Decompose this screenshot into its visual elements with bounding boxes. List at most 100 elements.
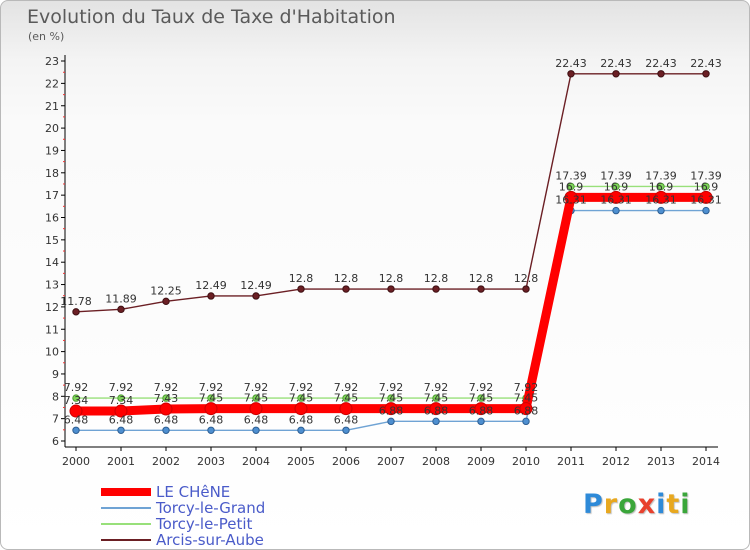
data-label-le-ch-ne: 7.45 bbox=[469, 392, 494, 405]
data-point-torcy-le-grand bbox=[162, 426, 170, 434]
data-label-arcis-sur-aube: 12.8 bbox=[289, 272, 314, 285]
x-tick-label: 2007 bbox=[377, 455, 405, 468]
data-label-torcy-le-petit: 7.92 bbox=[469, 381, 494, 394]
data-point-arcis-sur-aube bbox=[297, 285, 305, 293]
legend-label: LE CHêNE bbox=[156, 483, 231, 501]
legend-swatch-arcis-sur-aube bbox=[101, 539, 151, 541]
data-label-torcy-le-petit: 7.92 bbox=[244, 381, 269, 394]
y-tick-label: 12 bbox=[45, 301, 59, 314]
legend-swatch-torcy-le-petit bbox=[101, 523, 151, 525]
data-point-le-ch-ne bbox=[114, 404, 128, 418]
logo-letter: x bbox=[637, 489, 657, 520]
y-tick-label: 11 bbox=[45, 323, 59, 336]
x-tick-label: 2009 bbox=[467, 455, 495, 468]
legend-label: Torcy-le-Grand bbox=[156, 499, 266, 517]
data-label-arcis-sur-aube: 12.8 bbox=[424, 272, 449, 285]
data-label-torcy-le-petit: 7.92 bbox=[424, 381, 449, 394]
data-point-le-ch-ne bbox=[654, 190, 668, 204]
data-label-torcy-le-grand: 6.48 bbox=[289, 413, 314, 426]
data-point-torcy-le-grand bbox=[657, 206, 665, 215]
data-label-arcis-sur-aube: 22.43 bbox=[600, 57, 632, 70]
legend-swatch-le-chene bbox=[101, 488, 151, 496]
data-label-torcy-le-petit: 17.39 bbox=[600, 169, 632, 182]
data-label-le-ch-ne: 7.34 bbox=[109, 394, 134, 407]
data-point-le-ch-ne bbox=[69, 404, 83, 418]
y-tick-label: 16 bbox=[45, 212, 59, 225]
data-point-arcis-sur-aube bbox=[477, 285, 485, 293]
data-point-torcy-le-grand bbox=[387, 417, 395, 426]
data-label-le-ch-ne: 7.45 bbox=[199, 392, 224, 405]
data-point-arcis-sur-aube bbox=[522, 285, 530, 293]
data-point-le-ch-ne bbox=[699, 190, 713, 204]
data-label-le-ch-ne: 7.45 bbox=[334, 392, 359, 405]
data-label-arcis-sur-aube: 11.78 bbox=[60, 295, 92, 308]
x-tick-label: 2011 bbox=[557, 455, 585, 468]
x-tick-label: 2003 bbox=[197, 455, 225, 468]
data-label-torcy-le-petit: 7.92 bbox=[154, 381, 179, 394]
data-label-torcy-le-petit: 17.39 bbox=[555, 169, 587, 182]
data-label-arcis-sur-aube: 12.49 bbox=[240, 279, 272, 292]
logo-letter: i bbox=[680, 489, 691, 520]
data-label-le-ch-ne: 7.45 bbox=[379, 392, 404, 405]
data-point-arcis-sur-aube bbox=[612, 70, 620, 78]
data-point-torcy-le-grand bbox=[297, 426, 305, 434]
data-point-torcy-le-petit bbox=[657, 182, 665, 191]
logo-letter: t bbox=[666, 489, 681, 520]
data-point-arcis-sur-aube bbox=[567, 70, 575, 78]
data-label-arcis-sur-aube: 12.8 bbox=[469, 272, 494, 285]
y-tick-label: 18 bbox=[45, 167, 59, 180]
x-tick-label: 2001 bbox=[107, 455, 135, 468]
data-point-le-ch-ne bbox=[339, 402, 353, 416]
logo-letter: o bbox=[618, 489, 638, 520]
data-label-le-ch-ne: 16.9 bbox=[604, 180, 629, 193]
data-point-torcy-le-grand bbox=[612, 206, 620, 215]
x-tick-label: 2013 bbox=[647, 455, 675, 468]
data-point-le-ch-ne bbox=[159, 402, 173, 416]
data-label-torcy-le-grand: 6.48 bbox=[64, 413, 89, 426]
y-tick-label: 7 bbox=[52, 413, 59, 426]
data-point-le-ch-ne bbox=[519, 402, 533, 416]
data-point-arcis-sur-aube bbox=[252, 292, 260, 300]
data-point-le-ch-ne bbox=[564, 190, 578, 204]
data-label-le-ch-ne: 7.43 bbox=[154, 392, 179, 405]
data-point-torcy-le-grand bbox=[342, 426, 350, 434]
data-point-torcy-le-grand bbox=[72, 426, 80, 434]
data-point-le-ch-ne bbox=[474, 402, 488, 416]
data-label-torcy-le-grand: 6.88 bbox=[379, 404, 404, 417]
data-label-torcy-le-petit: 7.92 bbox=[64, 381, 89, 394]
data-point-arcis-sur-aube bbox=[387, 285, 395, 293]
data-label-torcy-le-petit: 7.92 bbox=[289, 381, 314, 394]
x-tick-label: 2005 bbox=[287, 455, 315, 468]
data-label-torcy-le-petit: 17.39 bbox=[690, 169, 722, 182]
y-tick-label: 20 bbox=[45, 122, 59, 135]
data-point-torcy-le-grand bbox=[252, 426, 260, 434]
legend-label: Torcy-le-Petit bbox=[156, 515, 253, 533]
data-label-torcy-le-petit: 7.92 bbox=[109, 381, 134, 394]
data-point-torcy-le-grand bbox=[207, 426, 215, 434]
legend-swatch-torcy-le-grand bbox=[101, 507, 151, 509]
data-label-le-ch-ne: 16.9 bbox=[559, 180, 584, 193]
y-tick-label: 10 bbox=[45, 346, 59, 359]
logo-letter: i bbox=[656, 489, 667, 520]
series-line-le-ch-ne bbox=[76, 192, 706, 416]
y-tick-label: 19 bbox=[45, 144, 59, 157]
data-point-arcis-sur-aube bbox=[342, 285, 350, 293]
data-point-arcis-sur-aube bbox=[657, 70, 665, 78]
y-tick-label: 17 bbox=[45, 189, 59, 202]
data-label-torcy-le-petit: 7.92 bbox=[199, 381, 224, 394]
data-point-arcis-sur-aube bbox=[72, 308, 80, 316]
proxiti-logo: Proxiti bbox=[583, 489, 691, 520]
data-label-torcy-le-grand: 6.48 bbox=[334, 413, 359, 426]
data-point-le-ch-ne bbox=[609, 190, 623, 204]
data-label-torcy-le-grand: 6.88 bbox=[514, 404, 539, 417]
data-label-arcis-sur-aube: 12.25 bbox=[150, 284, 182, 297]
data-label-le-ch-ne: 16.9 bbox=[694, 180, 719, 193]
data-label-arcis-sur-aube: 22.43 bbox=[555, 57, 587, 70]
data-point-torcy-le-petit bbox=[567, 182, 575, 191]
data-point-torcy-le-petit bbox=[432, 394, 440, 402]
data-label-torcy-le-grand: 16.31 bbox=[555, 194, 587, 207]
data-point-torcy-le-petit bbox=[387, 394, 395, 402]
y-tick-label: 9 bbox=[52, 368, 59, 381]
data-label-torcy-le-grand: 6.48 bbox=[244, 413, 269, 426]
